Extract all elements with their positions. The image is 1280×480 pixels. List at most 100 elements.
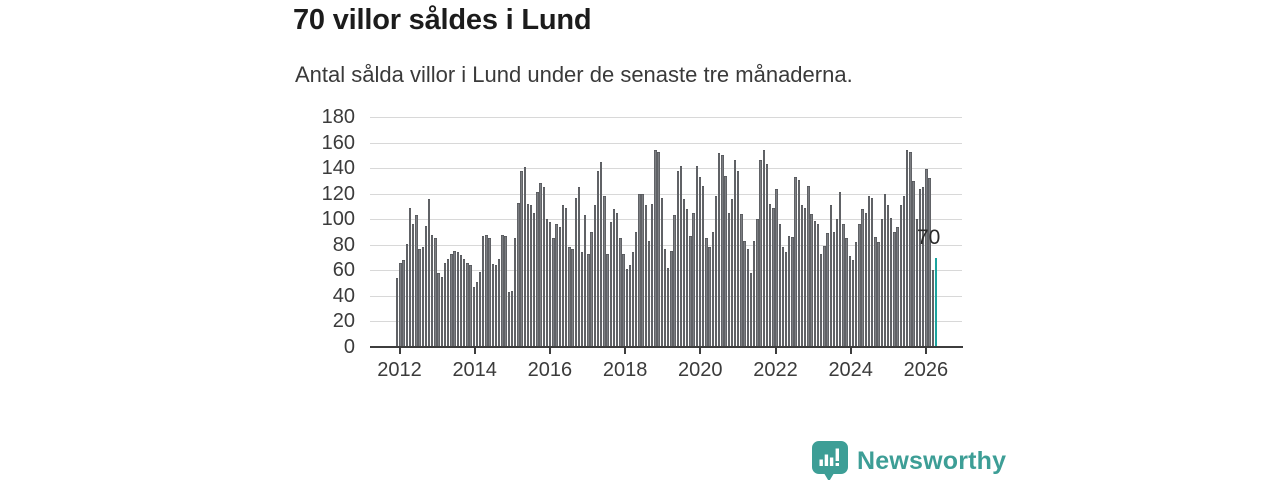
bar bbox=[781, 247, 785, 347]
bar bbox=[558, 226, 561, 347]
x-axis-tick-label: 2022 bbox=[753, 359, 798, 381]
bar bbox=[835, 219, 839, 347]
bar bbox=[921, 187, 925, 347]
bar bbox=[855, 242, 858, 347]
bar bbox=[807, 186, 810, 347]
bar bbox=[823, 246, 826, 347]
y-axis-tick-label: 0 bbox=[343, 336, 355, 358]
bar bbox=[539, 183, 542, 347]
bar bbox=[564, 207, 568, 347]
bar bbox=[568, 247, 571, 347]
bar bbox=[552, 238, 555, 347]
bar bbox=[737, 170, 740, 347]
bar bbox=[692, 212, 695, 347]
bar bbox=[772, 207, 775, 347]
bar bbox=[456, 252, 459, 347]
x-axis-tick bbox=[473, 348, 476, 354]
bar bbox=[462, 258, 466, 347]
bar bbox=[600, 161, 603, 347]
bar bbox=[666, 267, 670, 347]
bar bbox=[609, 221, 612, 347]
bar bbox=[587, 253, 590, 347]
gridline bbox=[370, 244, 962, 246]
bar bbox=[890, 217, 893, 347]
bar bbox=[721, 155, 724, 347]
bar bbox=[778, 224, 781, 347]
bar bbox=[523, 166, 526, 347]
bar bbox=[612, 209, 616, 347]
y-axis-tick-label: 100 bbox=[321, 208, 355, 231]
bar bbox=[654, 150, 657, 347]
bar bbox=[466, 262, 469, 347]
bar bbox=[819, 253, 823, 347]
bar bbox=[896, 226, 899, 347]
bar bbox=[459, 255, 463, 347]
bar bbox=[590, 232, 593, 347]
bar bbox=[647, 240, 651, 347]
bar bbox=[469, 265, 472, 347]
bar bbox=[858, 224, 861, 347]
bar bbox=[679, 165, 683, 347]
bar bbox=[529, 205, 533, 347]
bar bbox=[447, 258, 450, 347]
bar bbox=[501, 234, 504, 347]
bar bbox=[670, 251, 673, 347]
bar bbox=[839, 192, 842, 347]
bar bbox=[453, 251, 456, 347]
bar bbox=[743, 240, 746, 347]
bar bbox=[880, 219, 883, 347]
x-axis-tick bbox=[774, 348, 777, 354]
x-axis-tick-label: 2012 bbox=[377, 359, 422, 381]
chart-title: 70 villor såldes i Lund bbox=[293, 4, 592, 36]
bar bbox=[749, 272, 753, 347]
bar bbox=[912, 180, 915, 347]
bar bbox=[756, 219, 759, 347]
bar bbox=[437, 272, 440, 347]
bar bbox=[762, 150, 765, 347]
bar bbox=[768, 203, 772, 347]
gridline bbox=[370, 168, 962, 170]
bar bbox=[794, 177, 797, 347]
bar bbox=[746, 248, 750, 347]
brand-name: Newsworthy bbox=[857, 446, 1007, 475]
bar bbox=[673, 215, 676, 347]
bar bbox=[411, 224, 415, 347]
y-axis-tick-label: 60 bbox=[332, 259, 355, 282]
bar bbox=[545, 219, 549, 347]
bar bbox=[482, 235, 485, 347]
chart-subtitle: Antal sålda villor i Lund under de senas… bbox=[295, 62, 853, 87]
bar bbox=[711, 232, 714, 347]
bar bbox=[424, 225, 428, 347]
bar bbox=[708, 247, 711, 347]
x-axis-tick bbox=[924, 348, 927, 354]
gridline bbox=[370, 193, 962, 195]
y-axis-tick-label: 40 bbox=[332, 284, 355, 307]
bar bbox=[810, 214, 813, 347]
bar bbox=[571, 248, 574, 347]
bar bbox=[431, 234, 434, 347]
bar bbox=[788, 235, 791, 347]
bar bbox=[842, 224, 845, 347]
bar bbox=[797, 179, 801, 347]
gridline bbox=[370, 117, 962, 118]
bar bbox=[702, 186, 705, 347]
x-axis-tick-label: 2020 bbox=[678, 359, 723, 381]
y-axis-tick-label: 20 bbox=[332, 310, 355, 333]
bar bbox=[705, 238, 708, 347]
bar bbox=[450, 253, 453, 347]
x-axis-tick bbox=[699, 348, 702, 354]
bar bbox=[915, 219, 918, 347]
bar-value-annotation: 70 bbox=[917, 226, 941, 249]
bar bbox=[415, 215, 418, 347]
bar bbox=[791, 237, 794, 347]
bar bbox=[886, 205, 890, 347]
bar bbox=[829, 205, 832, 347]
bar bbox=[893, 232, 896, 347]
bar bbox=[861, 209, 864, 347]
bar bbox=[472, 286, 475, 347]
bar bbox=[676, 170, 679, 347]
bar bbox=[555, 224, 558, 347]
bar bbox=[405, 243, 408, 347]
bar bbox=[845, 238, 848, 347]
bar bbox=[800, 205, 804, 347]
